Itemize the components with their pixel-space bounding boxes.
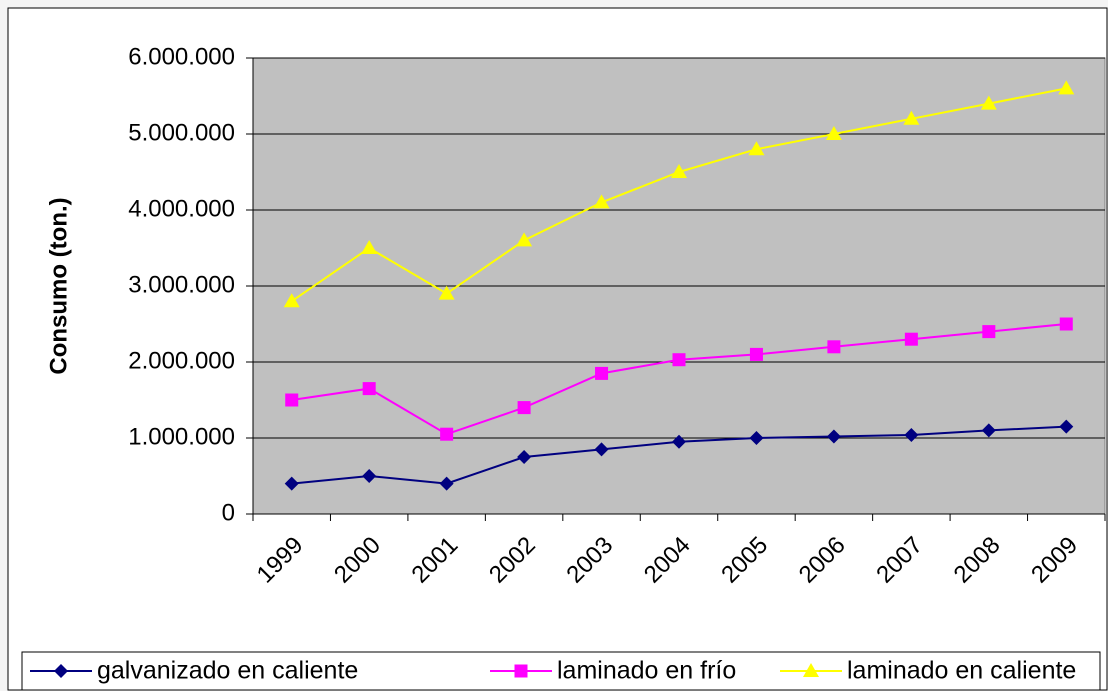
marker [516, 232, 533, 247]
marker [440, 427, 454, 441]
legend-label: galvanizado en caliente [97, 657, 358, 685]
marker [517, 401, 531, 415]
marker [903, 110, 920, 125]
marker [980, 95, 997, 110]
marker [827, 340, 841, 354]
y-tick-label: 6.000.000 [128, 43, 235, 70]
marker [284, 476, 299, 491]
marker [671, 164, 687, 178]
marker [825, 126, 842, 140]
marker [1059, 317, 1073, 331]
marker [517, 450, 532, 464]
y-tick-label: 1.000.000 [128, 423, 235, 450]
y-tick-label: 4.000.000 [128, 195, 235, 222]
marker [826, 429, 841, 444]
marker [54, 664, 68, 678]
marker [593, 194, 610, 209]
y-tick-label: 3.000.000 [128, 271, 235, 298]
marker [283, 293, 300, 308]
marker [672, 353, 686, 367]
y-tick-label: 2.000.000 [128, 347, 235, 374]
legend-label: laminado en caliente [847, 657, 1076, 685]
marker [1059, 419, 1074, 434]
marker [595, 366, 609, 380]
marker [749, 431, 764, 445]
marker [904, 332, 918, 346]
marker [672, 434, 686, 449]
marker [285, 393, 299, 407]
legend-label: laminado en frío [557, 657, 736, 685]
legend-box [21, 651, 1101, 691]
marker [361, 240, 378, 254]
marker [982, 325, 996, 339]
marker [362, 469, 377, 483]
marker [749, 347, 763, 361]
y-tick-label: 0 [222, 499, 235, 526]
y-tick-label: 5.000.000 [128, 119, 235, 146]
marker [514, 664, 528, 678]
y-axis-label: Consumo (ton.) [45, 197, 72, 374]
marker [1058, 80, 1075, 95]
marker [438, 285, 455, 300]
marker [981, 423, 996, 438]
marker [803, 663, 819, 677]
marker [748, 141, 765, 156]
marker [594, 442, 609, 457]
marker [439, 476, 454, 491]
marker [362, 382, 376, 396]
marker [904, 427, 919, 442]
